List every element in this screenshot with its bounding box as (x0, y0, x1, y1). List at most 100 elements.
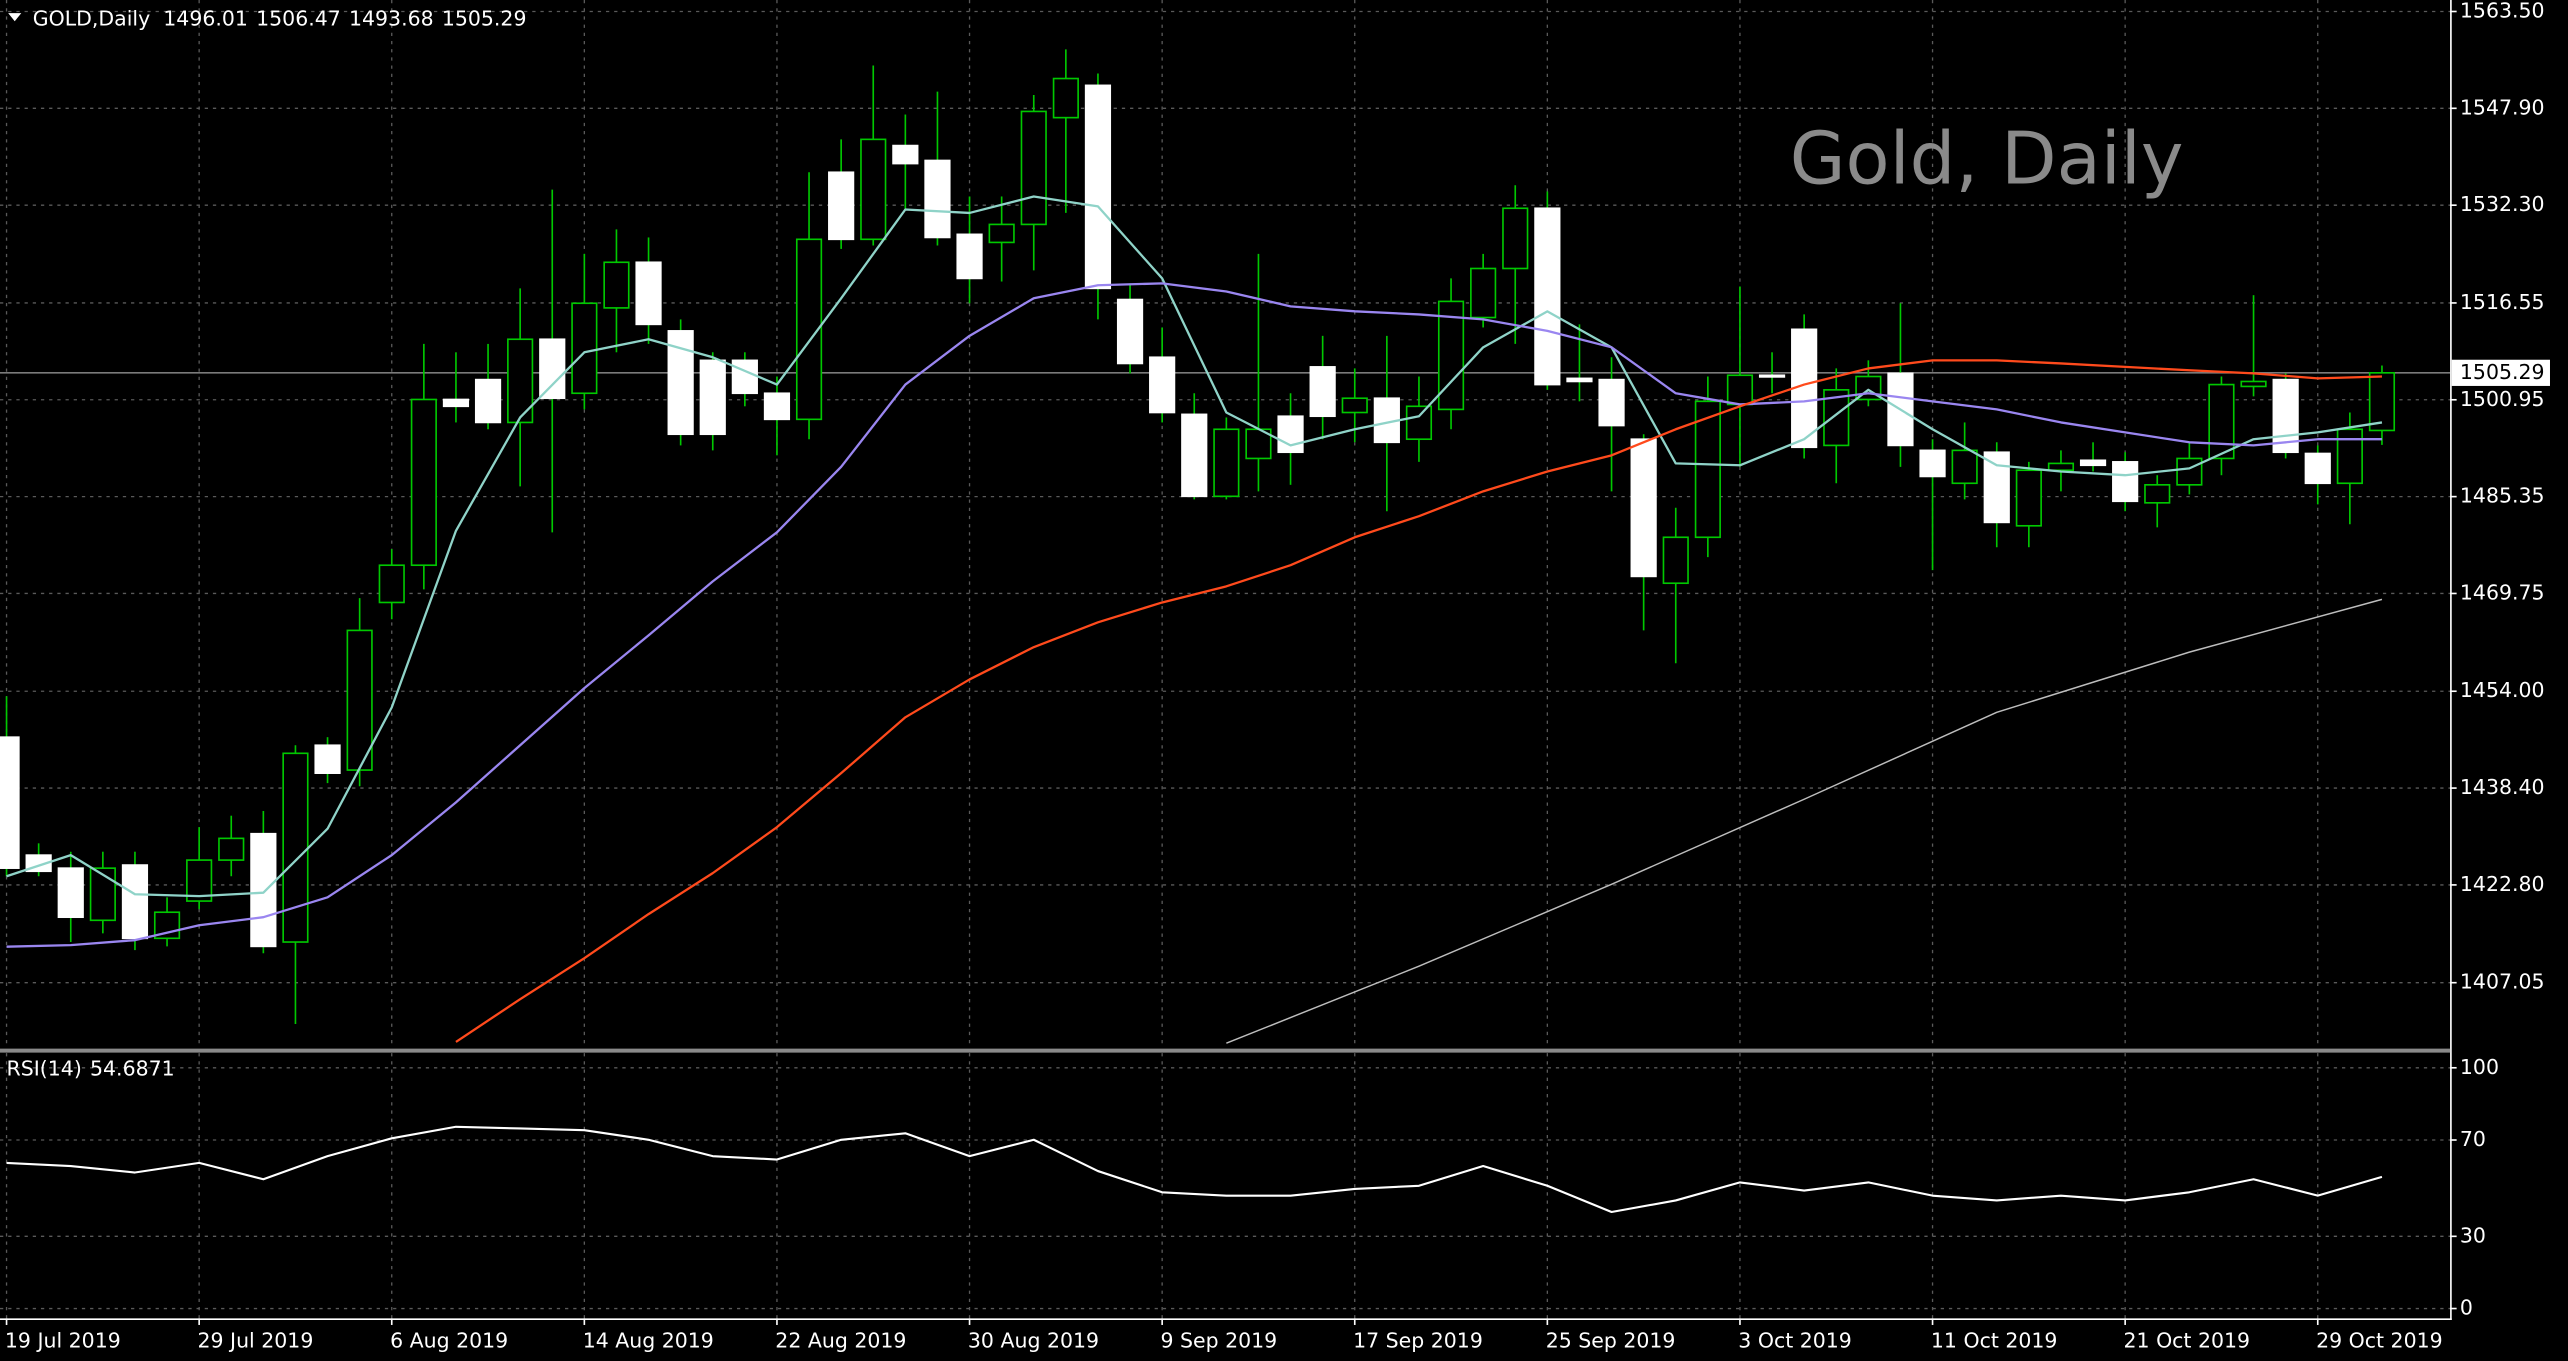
x-tick-label: 19 Jul 2019 (5, 1328, 121, 1352)
header-low: 1493.68 (349, 7, 434, 31)
header: GOLD,Daily 1496.01 1506.47 1493.68 1505.29 R… (7, 7, 527, 1081)
y-tick-label: 1532.30 (2460, 192, 2545, 216)
bear-candle-body (1277, 415, 1304, 454)
y-tick-label: 1469.75 (2460, 580, 2545, 604)
bear-candle-body (474, 378, 502, 424)
moving-average-line (455, 359, 2382, 1043)
main-plot (0, 49, 2396, 1044)
bull-candle-body (1726, 374, 1754, 406)
bear-candle-body (892, 144, 919, 165)
bear-candle-body (1534, 207, 1561, 386)
bull-candle-body (1405, 405, 1433, 441)
bull-candle-body (2240, 380, 2267, 388)
bull-candle-body (2047, 462, 2075, 472)
bull-candle-body (1341, 397, 1368, 414)
bull-candle-body (282, 752, 309, 943)
x-tick-label: 29 Jul 2019 (198, 1328, 314, 1352)
rsi-header: RSI(14) 54.6871 (7, 1056, 175, 1080)
bear-candle-body (699, 359, 726, 436)
bull-candle-body (89, 867, 116, 922)
bear-candle-body (1309, 366, 1336, 418)
bull-candle-body (1662, 536, 1689, 585)
menu-triangle[interactable] (8, 13, 22, 22)
bull-candle-body (1052, 77, 1079, 119)
rsi-line (6, 1125, 2383, 1214)
bear-candle-body (539, 338, 566, 400)
bear-candle-body (1983, 451, 2010, 524)
bull-candle-body (186, 859, 213, 902)
rsi-plot (6, 1125, 2383, 1214)
bull-candle-body (1437, 300, 1465, 411)
bull-candle-body (346, 629, 373, 771)
y-tick-label: 70 (2460, 1127, 2486, 1151)
bear-candle-body (2272, 378, 2299, 454)
y-tick-label: 1500.95 (2460, 387, 2545, 411)
header-high: 1506.47 (256, 7, 341, 31)
bull-candle-body (2176, 457, 2203, 486)
y-tick-label: 1516.55 (2460, 290, 2545, 314)
bear-candle-body (956, 233, 983, 280)
y-tick-label: 0 (2460, 1296, 2473, 1320)
bull-candle-body (410, 398, 437, 567)
bear-candle-body (121, 864, 149, 940)
bull-candle-body (2144, 484, 2171, 504)
bull-candle-body (860, 138, 887, 241)
y-tick-label: 1563.50 (2460, 0, 2545, 22)
bear-candle-body (763, 392, 791, 421)
y-tick-label: 1485.35 (2460, 484, 2545, 508)
bear-candle-body (635, 261, 662, 326)
bear-candle-body (250, 832, 277, 948)
x-tick-label: 21 Oct 2019 (2124, 1328, 2251, 1352)
bull-candle-body (1951, 449, 1978, 485)
bull-candle-body (1502, 207, 1529, 270)
bull-candle-body (153, 911, 181, 940)
bull-candle-body (2208, 383, 2235, 460)
bear-candle-body (1758, 374, 1786, 378)
x-tick-label: 14 Aug 2019 (583, 1328, 714, 1352)
bull-candle-body (2015, 469, 2042, 527)
x-tick-label: 3 Oct 2019 (1738, 1328, 1852, 1352)
bull-candle-body (1020, 110, 1047, 226)
current-price-box (2451, 359, 2550, 386)
y-tick-label: 1454.00 (2460, 678, 2545, 702)
x-tick-label: 29 Oct 2019 (2316, 1328, 2443, 1352)
bull-candle-body (1213, 428, 1240, 498)
x-tick-label: 30 Aug 2019 (968, 1328, 1099, 1352)
bear-candle-body (1630, 438, 1657, 578)
y-tick-label: 30 (2460, 1223, 2486, 1247)
bear-candle-body (2112, 461, 2139, 503)
bear-candle-body (0, 736, 20, 869)
current-price-label: 1505.29 (2460, 360, 2545, 384)
symbol: GOLD,Daily (33, 7, 150, 31)
rsi-value: 54.6871 (90, 1056, 175, 1080)
header-open: 1496.01 (163, 7, 248, 31)
x-tick-label: 9 Sep 2019 (1161, 1328, 1278, 1352)
bull-candle-body (2368, 372, 2396, 432)
y-tick-label: 1438.40 (2460, 775, 2545, 799)
y-tick-label: 1547.90 (2460, 95, 2545, 119)
x-tick-label: 22 Aug 2019 (775, 1328, 906, 1352)
header-text: GOLD,Daily 1496.01 1506.47 1493.68 1505.29 (33, 7, 527, 31)
bull-candle-body (603, 261, 630, 309)
bear-candle-body (2304, 452, 2331, 485)
x-tick-label: 11 Oct 2019 (1931, 1328, 2058, 1352)
x-tick-label: 17 Sep 2019 (1353, 1328, 1483, 1352)
moving-average-line (6, 282, 2382, 948)
bull-candle-body (218, 837, 245, 861)
bear-candle-body (1116, 298, 1144, 365)
bear-candle-body (1181, 413, 1208, 498)
bear-candle-body (314, 744, 341, 774)
watermark-title: Gold, Daily (1790, 116, 2184, 200)
bull-candle-body (378, 564, 405, 604)
y-tick-label: 1407.05 (2460, 970, 2545, 994)
bear-candle-body (828, 171, 855, 241)
bear-candle-body (1149, 356, 1176, 414)
bear-candle-body (57, 867, 84, 919)
x-tick-label: 6 Aug 2019 (390, 1328, 508, 1352)
bear-candle-body (731, 359, 758, 395)
rsi-name: RSI(14) (7, 1056, 82, 1080)
bear-candle-body (2079, 459, 2107, 467)
